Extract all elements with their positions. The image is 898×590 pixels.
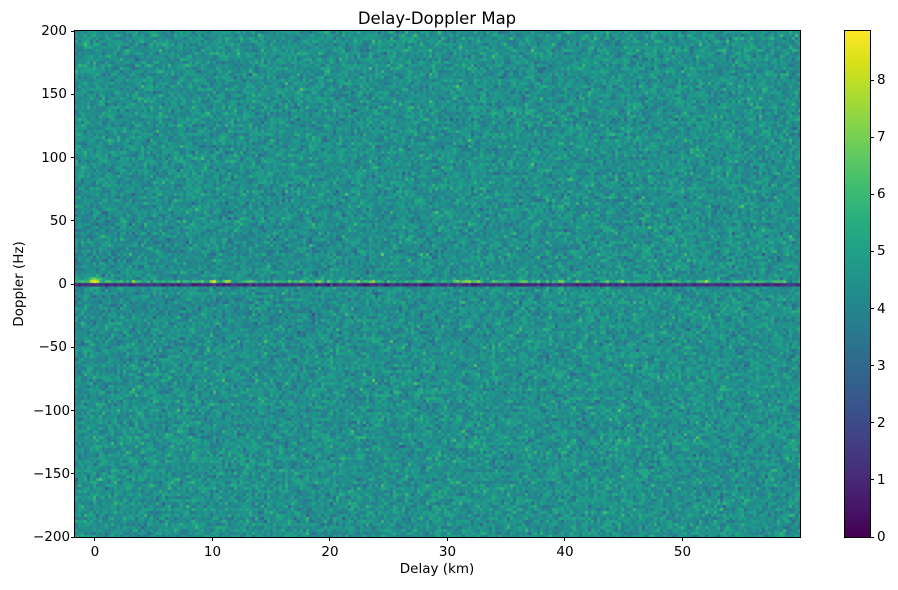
x-tick-label: 50 [673,544,692,560]
colorbar-tick-mark [870,79,874,81]
y-tick-mark [71,473,75,475]
colorbar-tick-label: 6 [877,186,886,203]
y-axis-label: Doppler (Hz) [11,241,27,327]
x-tick-mark [211,537,213,541]
colorbar-tick-label: 1 [877,471,886,488]
y-tick-label: 150 [41,86,67,103]
y-tick-label: 0 [58,276,67,292]
colorbar-tick-mark [870,250,874,252]
colorbar-tick-mark [870,422,874,424]
x-tick-label: 20 [321,544,339,560]
y-tick-label: −150 [33,465,71,482]
y-tick-mark [71,157,75,158]
colorbar-tick-label: 7 [877,129,886,146]
y-tick-mark [71,93,75,95]
x-tick-mark [329,537,331,541]
x-tick-mark [681,537,683,541]
heatmap-canvas [75,31,800,537]
y-tick-label: 100 [41,149,67,166]
y-tick-label: −50 [38,339,68,356]
colorbar-tick-label: 5 [877,243,886,260]
y-tick-label: 50 [49,212,67,229]
colorbar-tick-mark [870,136,874,138]
x-tick-mark [564,537,566,541]
x-tick-mark [94,537,96,541]
colorbar [844,30,871,538]
y-tick-mark [71,346,75,348]
y-tick-label: −200 [33,529,71,545]
y-tick-mark [71,410,75,411]
x-axis-label: Delay (km) [399,561,475,577]
colorbar-tick-label: 3 [877,357,886,374]
y-tick-label: −100 [33,402,71,419]
colorbar-canvas [845,31,870,537]
colorbar-tick-label: 2 [877,414,886,431]
y-tick-mark [71,536,75,538]
y-tick-mark [71,283,75,285]
chart-title: Delay-Doppler Map [357,9,517,28]
y-tick-mark [71,30,75,32]
colorbar-tick-mark [870,308,874,310]
y-tick-mark [71,220,75,222]
x-tick-mark [446,537,448,541]
x-tick-label: 30 [438,544,457,560]
colorbar-tick-label: 8 [877,72,886,89]
colorbar-tick-label: 4 [877,300,886,317]
y-tick-label: 200 [41,23,67,39]
x-tick-label: 0 [90,544,100,560]
colorbar-tick-mark [870,479,874,481]
colorbar-tick-label: 0 [877,529,886,545]
x-tick-label: 40 [556,544,574,560]
colorbar-tick-mark [870,536,874,538]
colorbar-tick-mark [870,365,874,367]
heatmap-plot-area [74,30,801,538]
x-tick-label: 10 [203,544,222,560]
colorbar-tick-mark [870,193,874,195]
